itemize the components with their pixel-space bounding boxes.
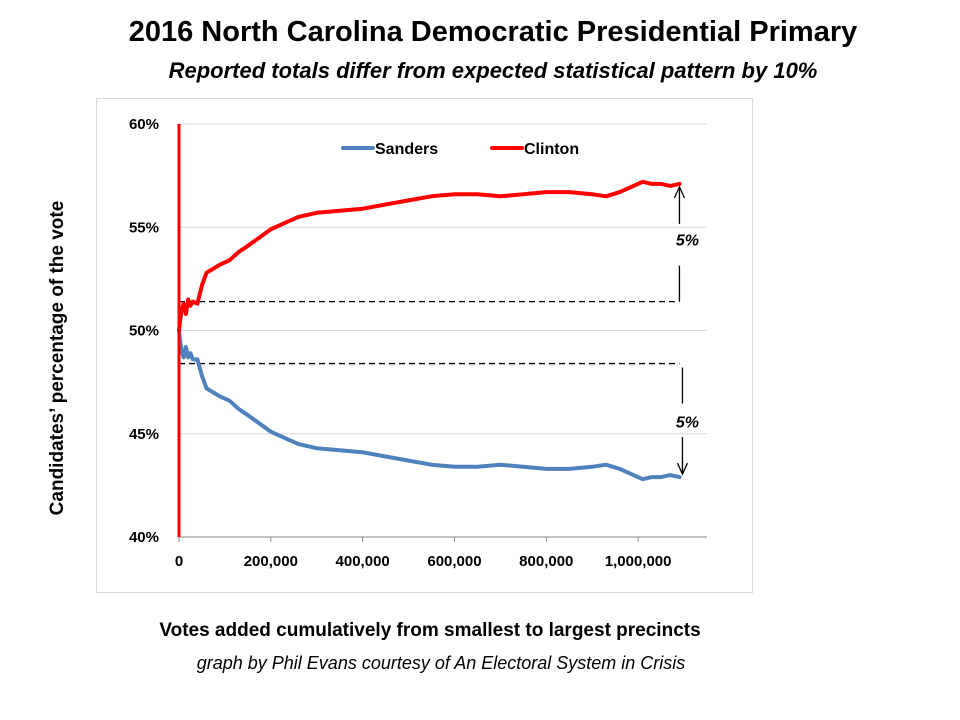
x-tick-label: 600,000 [427,553,481,570]
y-tick-label: 40% [129,529,159,546]
legend-label-sanders: Sanders [375,141,438,158]
grid-layer [179,123,707,538]
series-layer [177,179,682,482]
series-line-clinton [177,179,682,333]
arrow-lower-head [676,462,689,476]
x-tick-label: 400,000 [336,553,390,570]
axes [177,124,707,542]
x-tick-label: 0 [175,553,183,570]
y-tick-label: 55% [129,219,159,236]
y-tick-label: 45% [129,426,159,443]
chart-title: 2016 North Carolina Democratic President… [128,16,858,48]
legend-label-clinton: Clinton [524,141,579,158]
annotation-lower: 5% [676,414,699,431]
arrow-upper-head [673,185,686,199]
series-line-sanders [177,328,682,482]
y-tick-label: 50% [129,323,159,340]
annotations: 5% 5% [673,185,699,476]
x-axis-label: Votes added cumulatively from smallest t… [159,620,701,641]
reference-lines [179,300,680,365]
annotation-upper: 5% [676,233,699,250]
tick-labels: 40% 45% 50% 55% 60% 0 200,000 400,000 600,000 800… [129,116,672,570]
legend: Sanders Clinton [341,141,579,158]
chart-subtitle: Reported totals differ from expected sta… [168,58,818,83]
x-tick-label: 1,000,000 [605,553,672,570]
x-tick-label: 200,000 [244,553,298,570]
credit-text: graph by Phil Evans courtesy of An Elect… [196,653,686,673]
plot-frame [96,98,753,593]
x-tick-label: 800,000 [519,553,573,570]
y-tick-label: 60% [129,116,159,133]
